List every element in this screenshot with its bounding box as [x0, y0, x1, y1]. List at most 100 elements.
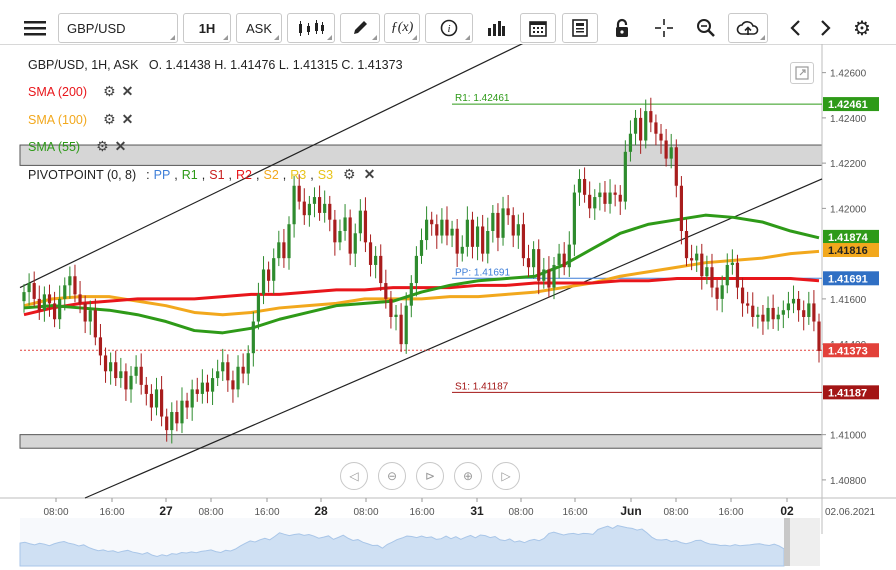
zoom-out-icon[interactable]: ⊖: [378, 462, 406, 490]
candle-body: [68, 276, 72, 286]
legend-sma-200: SMA (200) ⚙ ✕: [28, 83, 133, 100]
trend-channel[interactable]: [19, 44, 823, 499]
x-tick-label: 16:00: [409, 507, 434, 518]
crosshair-icon[interactable]: [646, 13, 682, 43]
close-icon[interactable]: ✕: [121, 111, 134, 127]
candle-body: [124, 371, 128, 390]
candle-body: [114, 362, 118, 379]
candle-body: [475, 226, 480, 247]
chevron-left-icon[interactable]: [781, 13, 809, 43]
candle-body: [419, 240, 424, 256]
reset-zoom-icon[interactable]: ⊳: [416, 462, 444, 490]
candle-body: [786, 303, 791, 311]
candle-body: [180, 400, 184, 424]
candle-body: [98, 337, 103, 356]
zoom-icon[interactable]: [688, 13, 724, 43]
x-tick-label: 08:00: [508, 507, 533, 518]
candle-body: [695, 253, 699, 261]
candle-body: [27, 283, 31, 293]
candle-body: [557, 253, 561, 265]
gear-icon[interactable]: ⚙: [848, 13, 876, 43]
candle-body: [353, 233, 357, 254]
time-axis[interactable]: 08:00 16:00 27 08:00 16:00 28 08:00 16:00 31 08:0…: [43, 498, 875, 518]
candle-body: [577, 178, 582, 193]
ohlc-readout: GBP/USD, 1H, ASK O. 1.41438 H. 1.41476 L…: [28, 58, 403, 72]
y-tick-label: 1.41000: [830, 431, 867, 442]
candle-body: [735, 262, 740, 288]
pencil-icon[interactable]: [340, 13, 380, 43]
menu-icon[interactable]: [16, 13, 54, 43]
candle-body: [552, 264, 556, 288]
timeframe-select[interactable]: 1H: [183, 13, 231, 43]
candle-body: [63, 285, 67, 299]
chart-canvas[interactable]: R1: 1.42461 PP: 1.41691 S1: 1.41187 1.4260…: [0, 44, 896, 570]
scroll-left-icon[interactable]: ◁: [340, 462, 368, 490]
lock-icon[interactable]: [604, 13, 640, 43]
x-tick-label: 08:00: [198, 507, 223, 518]
candle-body: [93, 310, 97, 338]
close-icon[interactable]: ✕: [121, 83, 134, 99]
y-tick-label: 1.42000: [830, 204, 867, 215]
gear-icon[interactable]: ⚙: [103, 111, 116, 127]
navigator-tail: [790, 518, 820, 566]
symbol-select[interactable]: GBP/USD: [58, 13, 178, 43]
candle-body: [159, 389, 164, 417]
volume-bars-icon[interactable]: [478, 13, 514, 43]
close-icon[interactable]: ✕: [363, 166, 376, 182]
navigator[interactable]: [19, 518, 820, 567]
support-band: [19, 434, 823, 449]
info-icon[interactable]: i: [425, 13, 473, 43]
candle-body: [22, 292, 26, 302]
news-icon[interactable]: [562, 13, 598, 43]
navigator-area: [19, 525, 785, 567]
candle-body: [547, 269, 551, 288]
pivot-sep: :: [146, 167, 150, 182]
pivot-s2: S2: [263, 167, 279, 182]
candle-body: [236, 366, 240, 390]
candle-body: [582, 178, 587, 195]
candle-body: [277, 242, 281, 259]
sma-100-label: SMA (100): [28, 112, 88, 127]
candles-icon[interactable]: [287, 13, 335, 43]
close-icon[interactable]: ✕: [114, 138, 127, 154]
x-tick-label: 27: [159, 504, 173, 518]
candle-body: [256, 294, 261, 322]
candle-body: [409, 283, 413, 306]
fx-icon[interactable]: ƒ(x): [384, 13, 420, 43]
y-tick-label: 1.42200: [830, 159, 867, 170]
candle-body: [669, 147, 673, 159]
candle-body: [679, 185, 684, 232]
candle-body: [394, 314, 398, 317]
candle-body: [32, 283, 36, 299]
x-tick-label: 08:00: [663, 507, 688, 518]
candle-body: [613, 192, 617, 195]
candle-body: [761, 314, 765, 322]
scroll-right-icon[interactable]: ▷: [492, 462, 520, 490]
toolbar: GBP/USD 1H ASK ƒ(x) i ⚙: [0, 0, 896, 45]
candle-body: [210, 378, 215, 392]
price-type-select[interactable]: ASK: [236, 13, 282, 43]
candle-body: [221, 362, 225, 372]
y-tick-label: 1.42600: [830, 69, 867, 80]
gear-icon[interactable]: ⚙: [103, 83, 116, 99]
y-tick-label: 1.40800: [830, 476, 867, 487]
zoom-in-icon[interactable]: ⊕: [454, 462, 482, 490]
candle-body: [287, 224, 291, 259]
x-tick-label: Jun: [620, 504, 641, 518]
gear-icon[interactable]: ⚙: [343, 166, 356, 182]
expand-icon[interactable]: [790, 62, 814, 84]
candle-body: [644, 111, 648, 141]
gear-icon[interactable]: ⚙: [96, 138, 109, 154]
candle-body: [537, 249, 541, 281]
legend-sma-55: SMA (55) ⚙ ✕: [28, 138, 126, 155]
candle-body: [460, 246, 464, 254]
channel-lower-line: [84, 178, 823, 499]
candle-body: [231, 380, 235, 390]
chevron-right-icon[interactable]: [812, 13, 840, 43]
candle-body: [338, 231, 342, 243]
candle-body: [766, 307, 770, 322]
calendar-icon[interactable]: [520, 13, 556, 43]
cloud-upload-icon[interactable]: [728, 13, 768, 43]
candle-body: [47, 294, 52, 304]
sma-200-line: [23, 277, 820, 317]
